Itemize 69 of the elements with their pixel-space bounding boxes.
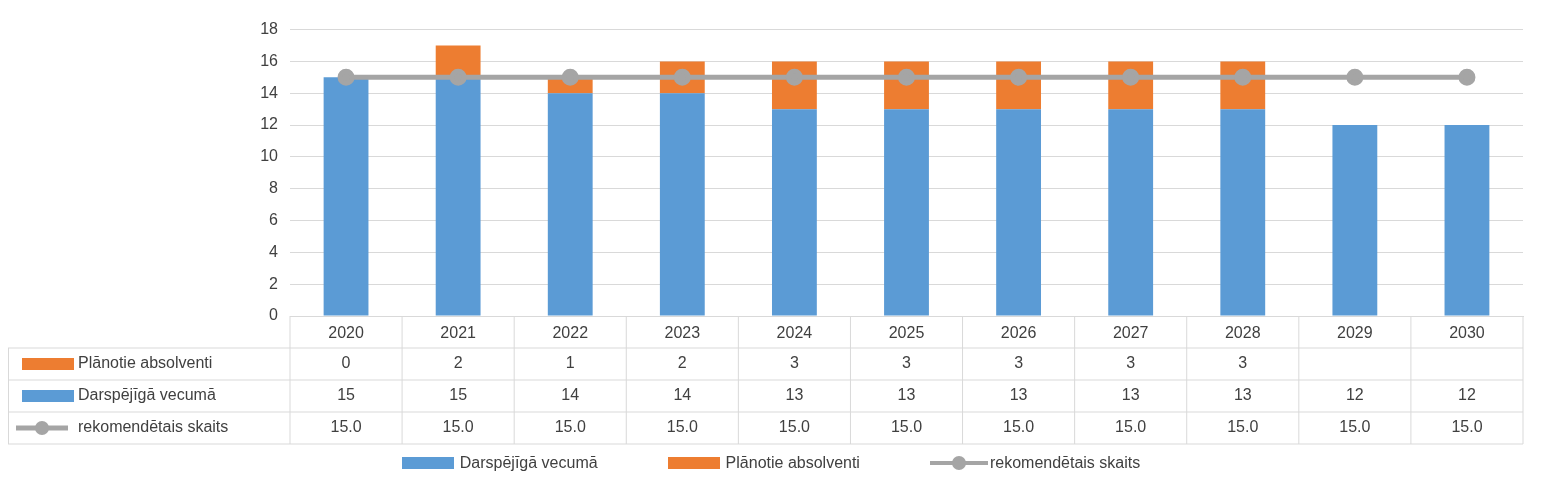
y-tick-label: 18 xyxy=(260,20,279,38)
data-label: 15.0 xyxy=(1451,418,1483,436)
data-label: 15.0 xyxy=(442,418,474,436)
bar xyxy=(1220,109,1266,316)
data-label: 14 xyxy=(673,386,692,404)
data-label: 3 xyxy=(1126,354,1136,372)
x-tick-label: 2025 xyxy=(888,324,925,342)
x-tick-label: 2028 xyxy=(1224,324,1261,342)
data-label: 3 xyxy=(789,354,799,372)
x-tick-label: 2022 xyxy=(552,324,589,342)
data-label: 15.0 xyxy=(1115,418,1147,436)
text: Plānotie absolventi xyxy=(725,454,860,471)
data-label: 12 xyxy=(1345,386,1364,404)
bar xyxy=(884,109,929,316)
data-label: 15.0 xyxy=(1003,418,1035,436)
data-label: 15.0 xyxy=(1227,418,1259,436)
data-label: 15.0 xyxy=(890,418,923,436)
x-tick-label: 2020 xyxy=(328,324,364,342)
bar xyxy=(547,93,593,316)
data-label: 2 xyxy=(677,354,687,372)
y-tick-label: 6 xyxy=(269,210,279,228)
data-label: 0 xyxy=(341,354,351,372)
x-tick-label: 2030 xyxy=(1449,324,1485,342)
x-tick-label: 2023 xyxy=(664,324,701,342)
data-label: 3 xyxy=(902,354,912,372)
text: rekomendētais skaits xyxy=(989,454,1141,471)
data-label: 13 xyxy=(785,386,804,404)
data-label: 15 xyxy=(449,386,468,404)
y-tick-label: 2 xyxy=(269,274,279,292)
y-tick-label: 14 xyxy=(260,83,279,101)
bar xyxy=(771,109,817,316)
y-tick-label: 12 xyxy=(260,115,279,133)
y-tick-label: 16 xyxy=(260,51,279,69)
x-tick-label: 2027 xyxy=(1112,324,1149,342)
bar xyxy=(1332,125,1378,316)
data-label: 12 xyxy=(1458,386,1476,404)
legend-label: Plānotie absolventi xyxy=(78,354,213,372)
x-tick-label: 2026 xyxy=(1000,324,1037,342)
data-label: 3 xyxy=(1238,354,1248,372)
data-label: 15.0 xyxy=(666,418,698,436)
bar xyxy=(1108,109,1154,316)
legend-label: rekomendētais skaits xyxy=(78,418,229,436)
x-tick-label: 2024 xyxy=(776,324,813,342)
bar xyxy=(1444,125,1490,316)
data-label: 1 xyxy=(565,354,575,372)
data-label: 3 xyxy=(1014,354,1024,372)
data-label: 15.0 xyxy=(1339,418,1371,436)
data-label: 14 xyxy=(561,386,580,404)
data-label: 13 xyxy=(897,386,916,404)
data-label: 2 xyxy=(453,354,463,372)
legend-label: Darspējīgā vecumā xyxy=(78,386,216,404)
bar xyxy=(996,109,1042,316)
data-label: 13 xyxy=(1233,386,1252,404)
y-tick-label: 8 xyxy=(269,179,279,197)
bar xyxy=(435,77,481,316)
y-tick-label: 4 xyxy=(269,242,279,260)
data-label: 15 xyxy=(337,386,356,404)
data-label: 13 xyxy=(1009,386,1028,404)
data-label: 15.0 xyxy=(330,418,362,436)
text: Darspējīgā vecumā xyxy=(459,454,598,471)
y-tick-label: 0 xyxy=(269,306,279,324)
bar xyxy=(323,77,369,316)
data-label: 13 xyxy=(1121,386,1140,404)
x-tick-label: 2029 xyxy=(1337,324,1373,342)
x-tick-label: 2021 xyxy=(440,324,477,342)
data-label: 15.0 xyxy=(554,418,586,436)
y-tick-label: 10 xyxy=(260,147,279,165)
bar xyxy=(659,93,705,316)
data-label: 15.0 xyxy=(778,418,811,436)
